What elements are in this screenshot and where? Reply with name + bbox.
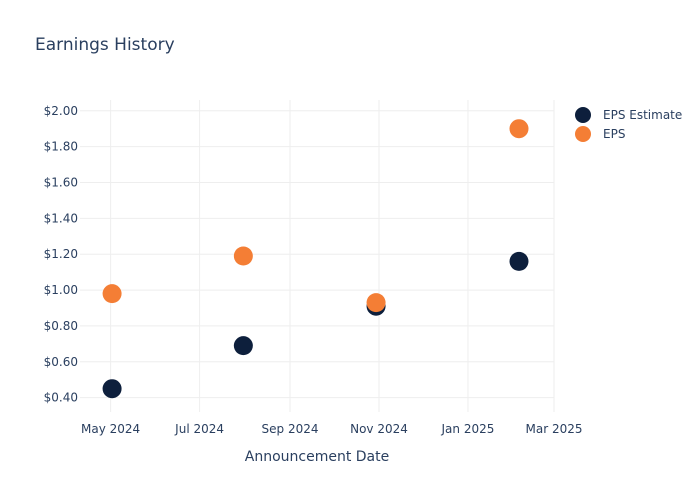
chart-title: Earnings History <box>35 35 175 55</box>
legend-marker <box>575 107 591 123</box>
legend-label: EPS <box>603 127 625 141</box>
eps-estimate-point[interactable] <box>233 336 253 356</box>
legend[interactable]: EPS Estimate EPS <box>575 107 682 142</box>
data-points <box>102 119 529 399</box>
x-axis-title: Announcement Date <box>245 449 389 465</box>
y-tick-label: $1.20 <box>44 247 78 261</box>
y-tick-label: $1.80 <box>44 140 78 154</box>
x-tick-label: Mar 2025 <box>526 422 583 436</box>
x-tick-label: Nov 2024 <box>350 422 408 436</box>
legend-label: EPS Estimate <box>603 108 682 122</box>
y-tick-label: $1.60 <box>44 175 78 189</box>
x-tick-label: Jan 2025 <box>441 422 495 436</box>
y-tick-label: $1.40 <box>44 211 78 225</box>
y-tick-label: $0.60 <box>44 355 78 369</box>
grid-layer <box>80 100 555 412</box>
eps-point[interactable] <box>509 119 529 139</box>
x-tick-label: May 2024 <box>81 422 140 436</box>
x-tick-label: Sep 2024 <box>262 422 319 436</box>
legend-marker <box>575 126 591 142</box>
eps-point[interactable] <box>366 293 386 313</box>
eps-estimate-point[interactable] <box>102 379 122 399</box>
legend-item-eps[interactable]: EPS <box>575 126 625 142</box>
y-tick-label: $0.40 <box>44 391 78 405</box>
legend-item-eps-estimate[interactable]: EPS Estimate <box>575 107 682 123</box>
y-tick-label: $2.00 <box>44 104 78 118</box>
y-tick-label: $1.00 <box>44 283 78 297</box>
y-tick-label: $0.80 <box>44 319 78 333</box>
eps-point[interactable] <box>233 246 253 266</box>
x-tick-label: Jul 2024 <box>174 422 224 436</box>
eps-point[interactable] <box>102 284 122 304</box>
x-axis-ticks: May 2024 Jul 2024 Sep 2024 Nov 2024 Jan 2025… <box>81 422 582 436</box>
y-axis-ticks: $0.40 $0.60 $0.80 $1.00 $1.20 $1.40 $1.60 $1.80… <box>44 104 78 405</box>
eps-estimate-point[interactable] <box>509 251 529 271</box>
